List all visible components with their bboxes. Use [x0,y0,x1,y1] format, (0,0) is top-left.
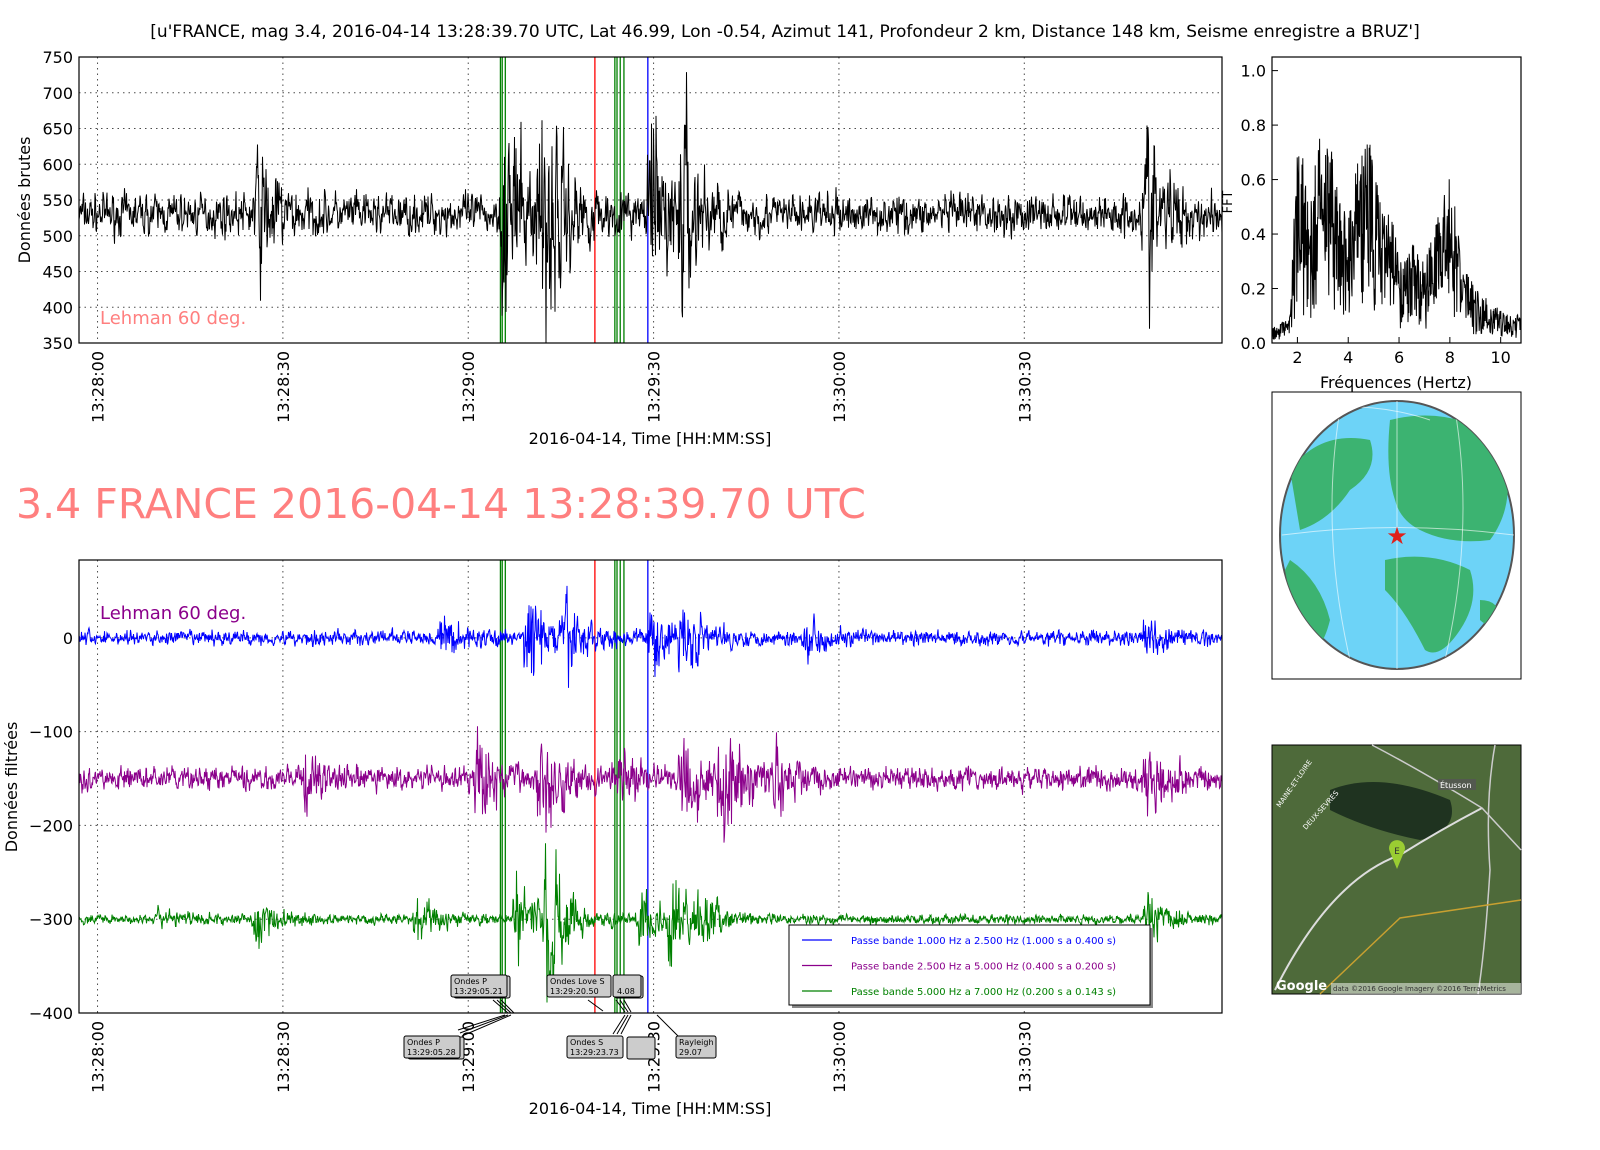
raw-data-plot: 350 400 450 500 550 600 650 700 750 13:28:00 13:28… [15,48,1236,448]
annotation-s-rayleigh: Ondes S 13:29:23.73 Rayleigh 29.07 [566,1014,717,1060]
fft-x-tick-label: 4 [1343,348,1353,367]
map-attribution: data ©2016 Google Imagery ©2016 TerraMet… [1333,985,1506,993]
map-label-etusson: Étusson [1440,779,1472,790]
x-tick-label: 13:28:00 [89,351,108,423]
filtered-waveform-0 [78,585,1223,688]
phase-annotations: Ondes P 13:29:05.21 Ondes Love S 13:29:2… [403,974,717,1060]
x-tick-label: 13:28:30 [274,351,293,423]
y-tick-label: 650 [42,120,73,139]
raw-xlabel: 2016-04-14, Time [HH:MM:SS] [529,429,772,448]
fft-x-tick-label: 10 [1490,348,1510,367]
fft-y-tick-label: 0.6 [1241,171,1266,190]
y-tick-label: 500 [42,227,73,246]
fft-spectrum [1271,138,1522,340]
fft-plot: 0.0 0.2 0.4 0.6 0.8 1.0 2 4 6 8 10 Fréquences (Her… [1241,56,1522,392]
x-tick-label: 13:30:30 [1015,351,1034,423]
y-tick-label: 0 [63,629,73,648]
filtered-ylabel: Données filtrées [2,722,21,853]
y-tick-label: 450 [42,263,73,282]
google-logo: Google [1276,979,1327,994]
svg-text:29.07: 29.07 [679,1048,702,1057]
raw-plot-frame [78,56,1223,344]
fft-side-label: FFT [1221,191,1236,214]
annotation-p-top: Ondes P 13:29:05.21 [450,974,515,1014]
fft-x-tick-label: 8 [1445,348,1455,367]
map-pin-icon: E [1389,840,1405,869]
event-headline: 3.4 FRANCE 2016-04-14 13:28:39.70 UTC [16,480,866,528]
svg-text:Ondes P: Ondes P [407,1038,440,1047]
filtered-data-plot: 0 −100 −200 −300 −400 13:28:00 13:28:30 13:29:0… [2,559,1223,1118]
globe-map: ★ [1271,391,1522,680]
svg-text:13:29:05.28: 13:29:05.28 [407,1048,456,1057]
legend-label: Passe bande 2.500 Hz a 5.000 Hz (0.400 s… [851,962,1116,973]
y-tick-label: 750 [42,48,73,67]
legend: Passe bande 1.000 Hz a 2.500 Hz (1.000 s… [788,924,1153,1008]
y-tick-label: 350 [42,334,73,353]
svg-text:13:29:20.50: 13:29:20.50 [550,987,599,996]
raw-ylabel: Données brutes [15,137,34,264]
filtered-waveform-1 [78,726,1223,843]
y-tick-label: −100 [29,723,73,742]
lehman-label-top: Lehman 60 deg. [100,308,246,329]
svg-text:Ondes S: Ondes S [570,1038,603,1047]
x-tick-label: 13:28:30 [274,1021,293,1093]
legend-label: Passe bande 5.000 Hz a 7.000 Hz (0.200 s… [851,987,1116,998]
y-tick-label: 400 [42,298,73,317]
fft-xlabel: Fréquences (Hertz) [1320,373,1472,392]
annotation-p-bottom: Ondes P 13:29:05.28 [403,1014,512,1060]
y-tick-label: 700 [42,84,73,103]
x-tick-label: 13:28:00 [89,1021,108,1093]
fft-y-tick-label: 0.8 [1241,116,1266,135]
filtered-waveform-2 [78,843,1223,1003]
x-tick-label: 13:30:30 [1015,1021,1034,1093]
legend-label: Passe bande 1.000 Hz a 2.500 Hz (1.000 s… [851,936,1116,947]
x-tick-label: 13:29:00 [459,351,478,423]
fft-x-tick-label: 6 [1394,348,1404,367]
raw-waveform [78,72,1223,344]
x-tick-label: 13:29:30 [645,351,664,423]
y-tick-label: −200 [29,816,73,835]
y-tick-label: −400 [29,1004,73,1023]
fft-x-tick-label: 2 [1292,348,1302,367]
svg-text:E: E [1394,847,1400,857]
fft-y-tick-label: 0.4 [1241,225,1266,244]
lehman-label-bottom: Lehman 60 deg. [100,603,246,624]
filtered-xlabel: 2016-04-14, Time [HH:MM:SS] [529,1099,772,1118]
svg-text:13:29:05.21: 13:29:05.21 [454,987,503,996]
y-tick-label: 550 [42,191,73,210]
x-tick-label: 13:30:00 [830,351,849,423]
raw-plot-title: [u'FRANCE, mag 3.4, 2016-04-14 13:28:39.… [150,22,1419,42]
y-tick-label: −300 [29,910,73,929]
svg-text:Rayleigh: Rayleigh [679,1038,714,1047]
fft-y-tick-label: 0.0 [1241,334,1266,353]
svg-text:4.08: 4.08 [617,987,635,996]
filtered-plot-frame [78,559,1223,1014]
fft-frame [1271,56,1522,344]
y-tick-label: 600 [42,155,73,174]
epicenter-star-icon: ★ [1386,522,1408,550]
x-tick-label: 13:30:00 [830,1021,849,1093]
svg-text:Ondes P: Ondes P [454,977,487,986]
annotation-love-s: Ondes Love S 13:29:20.50 4.08 [546,974,644,1013]
fft-y-tick-label: 1.0 [1241,62,1266,81]
fft-y-tick-label: 0.2 [1241,280,1266,299]
continents [1281,401,1514,669]
svg-text:13:29:23.73: 13:29:23.73 [570,1048,619,1057]
satellite-map: MAINE-ET-LOIRE DEUX-SEVRES Étusson E Goo… [1271,744,1522,995]
svg-text:Ondes Love S: Ondes Love S [550,977,605,986]
